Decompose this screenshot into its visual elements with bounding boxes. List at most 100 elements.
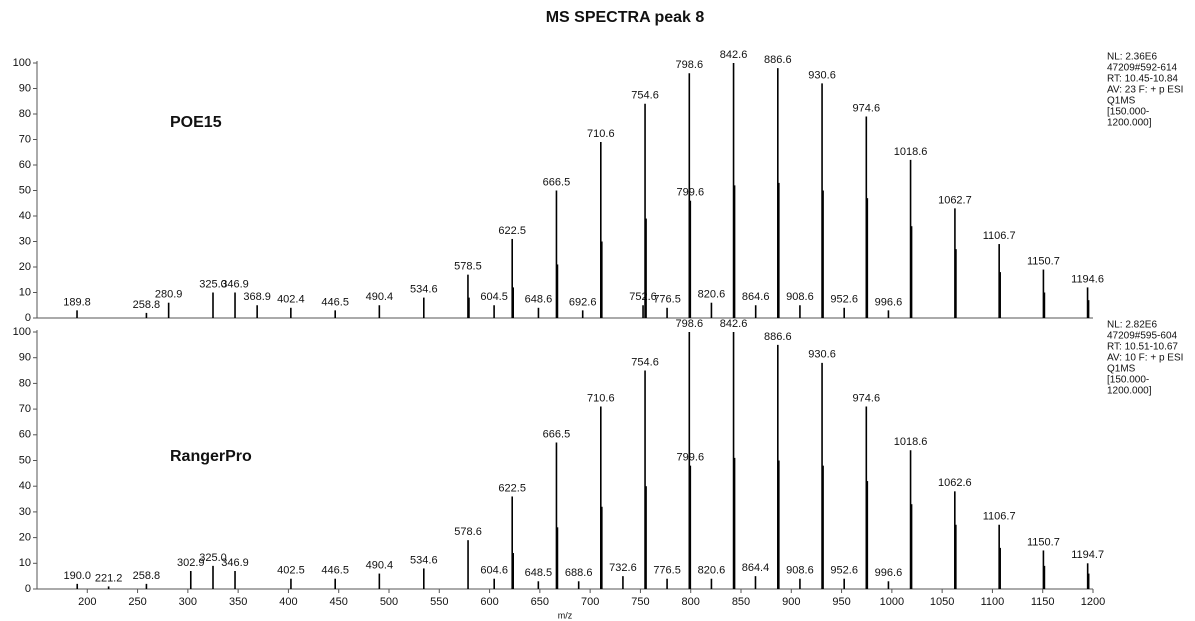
- peak-label: 578.6: [454, 526, 482, 538]
- peak-label: 842.6: [720, 49, 748, 61]
- x-tick-label: 500: [380, 596, 398, 608]
- y-tick-label: 40: [19, 480, 31, 492]
- y-tick-label: 100: [13, 326, 31, 338]
- peak-label: 974.6: [853, 102, 881, 114]
- peak-label: 886.6: [764, 331, 792, 343]
- x-tick-label: 950: [832, 596, 850, 608]
- x-tick-label: 1000: [880, 596, 904, 608]
- peak-label: 710.6: [587, 392, 615, 404]
- peak-label: 258.8: [133, 299, 161, 311]
- peak-label: 604.6: [480, 565, 508, 577]
- peak-label: 622.5: [498, 482, 526, 494]
- peak-label: 604.5: [480, 291, 508, 303]
- peak-label: 908.6: [786, 565, 814, 577]
- y-tick-label: 80: [19, 377, 31, 389]
- peak-label: 325.0: [199, 278, 227, 290]
- y-tick-label: 90: [19, 82, 31, 94]
- y-tick-label: 100: [13, 57, 31, 69]
- peak-label: 1150.7: [1027, 255, 1060, 267]
- info-line: AV: 10 F: + p ESI: [1107, 353, 1183, 364]
- x-tick-label: 300: [179, 596, 197, 608]
- peak-label: 996.6: [875, 567, 903, 579]
- peak-label: 534.6: [410, 284, 438, 296]
- info-line: [150.000-: [1107, 375, 1149, 386]
- y-tick-label: 50: [19, 184, 31, 196]
- peak-label: 952.6: [830, 565, 858, 577]
- peak-label: 776.5: [653, 565, 681, 577]
- y-tick-label: 60: [19, 429, 31, 441]
- peak-label: 1106.7: [983, 511, 1016, 523]
- peak-label: 490.4: [366, 291, 394, 303]
- y-tick-label: 30: [19, 235, 31, 247]
- x-tick-label: 650: [531, 596, 549, 608]
- info-line: 1200.000]: [1107, 118, 1152, 129]
- peak-label: 1062.7: [938, 194, 972, 206]
- peak-label: 930.6: [808, 349, 836, 361]
- peak-label: 688.6: [565, 567, 593, 579]
- info-line: [150.000-: [1107, 107, 1149, 118]
- x-axis-label: m/z: [558, 610, 573, 620]
- peak-label: 446.5: [321, 565, 349, 577]
- peak-label: 952.6: [830, 294, 858, 306]
- peak-label: 189.8: [63, 296, 91, 308]
- x-tick-label: 800: [682, 596, 700, 608]
- x-tick-label: 1100: [981, 596, 1005, 608]
- peak-label: 908.6: [786, 291, 814, 303]
- info-line: NL: 2.36E6: [1107, 52, 1157, 63]
- peak-label: 930.6: [808, 69, 836, 81]
- peak-label: 1106.7: [983, 230, 1016, 242]
- info-line: RT: 10.45-10.84: [1107, 74, 1178, 85]
- info-line: Q1MS: [1107, 96, 1136, 107]
- peak-label: 799.6: [677, 187, 705, 199]
- peak-label: 1194.7: [1071, 549, 1104, 561]
- info-line: 47209#592-614: [1107, 63, 1178, 74]
- y-tick-label: 50: [19, 454, 31, 466]
- peak-label: 1150.7: [1027, 536, 1060, 548]
- peak-label: 799.6: [677, 452, 705, 464]
- peak-label: 446.5: [321, 296, 349, 308]
- x-tick-label: 350: [229, 596, 247, 608]
- x-tick-label: 550: [430, 596, 448, 608]
- peak-label: 1194.6: [1071, 273, 1104, 285]
- chart-title: MS SPECTRA peak 8: [546, 9, 705, 26]
- peak-label: 622.5: [498, 225, 526, 237]
- x-tick-label: 200: [78, 596, 96, 608]
- peak-label: 666.5: [543, 176, 571, 188]
- peak-label: 346.9: [221, 557, 249, 569]
- x-tick-label: 750: [631, 596, 649, 608]
- y-tick-label: 20: [19, 261, 31, 273]
- peak-label: 754.6: [631, 356, 659, 368]
- panel-label: RangerPro: [170, 448, 252, 465]
- x-tick-label: 850: [732, 596, 750, 608]
- peak-label: 752.6: [629, 291, 657, 303]
- info-line: RT: 10.51-10.67: [1107, 342, 1178, 353]
- peak-label: 648.6: [525, 294, 553, 306]
- peak-label: 996.6: [875, 296, 903, 308]
- peak-label: 692.6: [569, 296, 597, 308]
- y-tick-label: 30: [19, 506, 31, 518]
- peak-label: 490.4: [366, 559, 394, 571]
- y-tick-label: 70: [19, 133, 31, 145]
- info-line: NL: 2.82E6: [1107, 320, 1157, 331]
- y-tick-label: 60: [19, 159, 31, 171]
- panel-label: POE15: [170, 114, 222, 131]
- x-tick-label: 900: [782, 596, 800, 608]
- peak-label: 754.6: [631, 90, 659, 102]
- peak-label: 1018.6: [894, 146, 928, 158]
- peak-label: 820.6: [698, 565, 726, 577]
- y-tick-label: 70: [19, 403, 31, 415]
- peak-label: 864.4: [742, 562, 770, 574]
- x-tick-label: 1150: [1031, 596, 1055, 608]
- peak-label: 1018.6: [894, 436, 928, 448]
- peak-label: 648.5: [525, 567, 553, 579]
- y-tick-label: 80: [19, 108, 31, 120]
- peak-label: 820.6: [698, 289, 726, 301]
- peak-label: 190.0: [63, 570, 91, 582]
- peak-label: 798.6: [676, 318, 704, 330]
- peak-label: 710.6: [587, 128, 615, 140]
- peak-label: 578.5: [454, 261, 482, 273]
- y-tick-label: 10: [19, 557, 31, 569]
- peak-label: 325.0: [199, 552, 227, 564]
- info-line: AV: 23 F: + p ESI: [1107, 85, 1183, 96]
